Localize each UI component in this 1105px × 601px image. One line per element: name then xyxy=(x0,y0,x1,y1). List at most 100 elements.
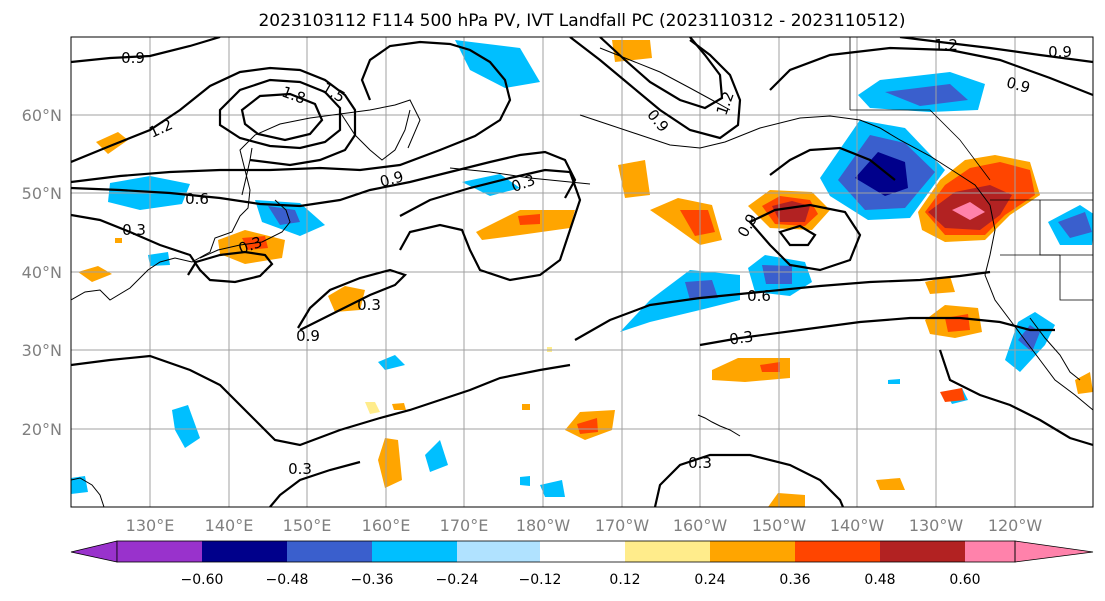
negative-anomaly xyxy=(425,440,448,472)
colorbar-bin xyxy=(795,541,880,562)
colorbar-tick-label: −0.24 xyxy=(436,572,479,588)
positive-anomaly xyxy=(760,362,780,372)
lat-tick-label: 40°N xyxy=(22,263,62,282)
colorbar-tick-label: 0.48 xyxy=(864,572,895,588)
contour-label: 0.9 xyxy=(378,167,406,191)
contour-label: 0.3 xyxy=(728,327,754,348)
negative-anomaly xyxy=(885,84,968,106)
colorbar-bin xyxy=(625,541,710,562)
colorbar-bin xyxy=(117,541,202,562)
colorbar-tick-label: 0.24 xyxy=(694,572,725,588)
positive-anomaly xyxy=(518,214,540,225)
contour-label: 1.2 xyxy=(934,36,958,54)
lon-tick-label: 140°E xyxy=(205,516,254,535)
colorbar: −0.60 −0.48 −0.36 −0.24 −0.12 0.12 0.24 … xyxy=(70,540,1094,588)
lon-tick-label: 140°W xyxy=(830,516,885,535)
negative-anomaly xyxy=(455,40,540,88)
lon-tick-label: 130°E xyxy=(126,516,175,535)
contour-label: 0.9 xyxy=(121,49,145,67)
contour-0-3-se xyxy=(938,349,1093,447)
baja-coast xyxy=(1029,317,1081,381)
asia-coast xyxy=(71,99,421,301)
positive-anomaly xyxy=(78,266,112,282)
contour-label: 0.3 xyxy=(688,454,712,472)
colorbar-bin xyxy=(965,541,1015,562)
contour-1-8 xyxy=(240,92,324,142)
colorbar-bin xyxy=(710,541,795,562)
colorbar-bin xyxy=(540,541,625,562)
contour-0-6-gulf xyxy=(769,146,896,181)
political-borders xyxy=(849,37,1093,301)
positive-anomaly xyxy=(1075,372,1093,394)
positive-anomaly xyxy=(876,478,905,490)
negative-anomaly xyxy=(520,476,530,486)
alaska-coast xyxy=(579,114,991,206)
positive-anomaly xyxy=(952,202,985,220)
contour-0-6-west xyxy=(71,150,577,208)
map-area: 0.9 1.2 1.8 1.5 0.9 0.6 0.3 0.3 0.3 0.9 … xyxy=(71,36,1093,507)
colorbar-tick-label: −0.60 xyxy=(181,572,224,588)
map-frame xyxy=(70,36,1094,508)
negative-anomaly xyxy=(1018,325,1040,352)
contour-label: 0.9 xyxy=(1004,73,1032,97)
colorbar-tick-label: 0.12 xyxy=(609,572,640,588)
lon-tick-label: 160°E xyxy=(362,516,411,535)
positive-anomaly xyxy=(328,286,365,312)
colorbar-labels: −0.60 −0.48 −0.36 −0.24 −0.12 0.12 0.24 … xyxy=(181,572,981,588)
contour-label: 0.3 xyxy=(122,221,146,239)
lon-tick-label: 170°E xyxy=(440,516,489,535)
lat-tick-label: 30°N xyxy=(22,341,62,360)
negative-anomaly xyxy=(685,280,718,300)
contour-0-3-mid xyxy=(297,268,408,331)
positive-anomaly xyxy=(365,402,380,414)
contour-1-2-ne xyxy=(899,37,1093,64)
lat-axis: 60°N 50°N 40°N 30°N 20°N xyxy=(22,106,62,439)
colorbar-bin xyxy=(372,541,457,562)
contour-label: 0.3 xyxy=(288,460,312,478)
positive-anomaly xyxy=(476,210,575,240)
colorbar-tick-label: −0.12 xyxy=(519,572,562,588)
hawaii-islands xyxy=(697,414,741,437)
lon-tick-label: 160°W xyxy=(673,516,728,535)
contour-0-6-lower xyxy=(574,270,991,341)
contour-label: 0.9 xyxy=(296,327,320,345)
contour-0-3-bottom xyxy=(269,460,361,507)
contour-1-2 xyxy=(71,66,357,167)
colorbar-tick-label: 0.60 xyxy=(949,572,980,588)
philippines-coast xyxy=(71,477,105,507)
lon-tick-label: 170°W xyxy=(595,516,650,535)
lat-tick-label: 20°N xyxy=(22,420,62,439)
positive-anomaly xyxy=(680,210,715,236)
lon-axis: 130°E 140°E 150°E 160°E 170°E 180°W 170°… xyxy=(126,516,1043,535)
negative-anomaly xyxy=(1058,212,1092,238)
lat-tick-label: 50°N xyxy=(22,184,62,203)
contour-0-9-north xyxy=(71,37,221,64)
colorbar-tick-label: −0.48 xyxy=(266,572,309,588)
negative-anomaly xyxy=(888,379,900,384)
contour-label: 0.6 xyxy=(185,190,209,208)
contour-1-5 xyxy=(218,78,342,150)
positive-anomaly xyxy=(378,438,402,488)
lon-tick-label: 120°W xyxy=(988,516,1043,535)
contour-1-2-arctic xyxy=(599,37,724,110)
contour-label: 0.9 xyxy=(1048,43,1072,61)
contour-0-9-loop xyxy=(748,203,862,272)
positive-anomaly xyxy=(392,403,406,410)
positive-anomaly xyxy=(522,404,530,410)
positive-anomaly xyxy=(925,276,955,294)
negative-anomaly xyxy=(855,152,908,196)
positive-anomaly xyxy=(577,418,598,434)
contour-0-3-loop-east xyxy=(399,168,582,282)
lon-tick-label: 130°W xyxy=(909,516,964,535)
colorbar-bin xyxy=(202,541,287,562)
colorbar-extend-high xyxy=(1014,540,1094,563)
japan-coast xyxy=(199,199,291,259)
contour-0-3-lower-right xyxy=(653,453,845,507)
north-america-coast xyxy=(984,204,1093,411)
positive-anomaly xyxy=(115,238,122,243)
colorbar-tick-label: 0.36 xyxy=(779,572,810,588)
negative-anomaly xyxy=(762,265,792,284)
pv-contours xyxy=(71,37,1093,507)
colorbar-frame xyxy=(116,540,1016,563)
